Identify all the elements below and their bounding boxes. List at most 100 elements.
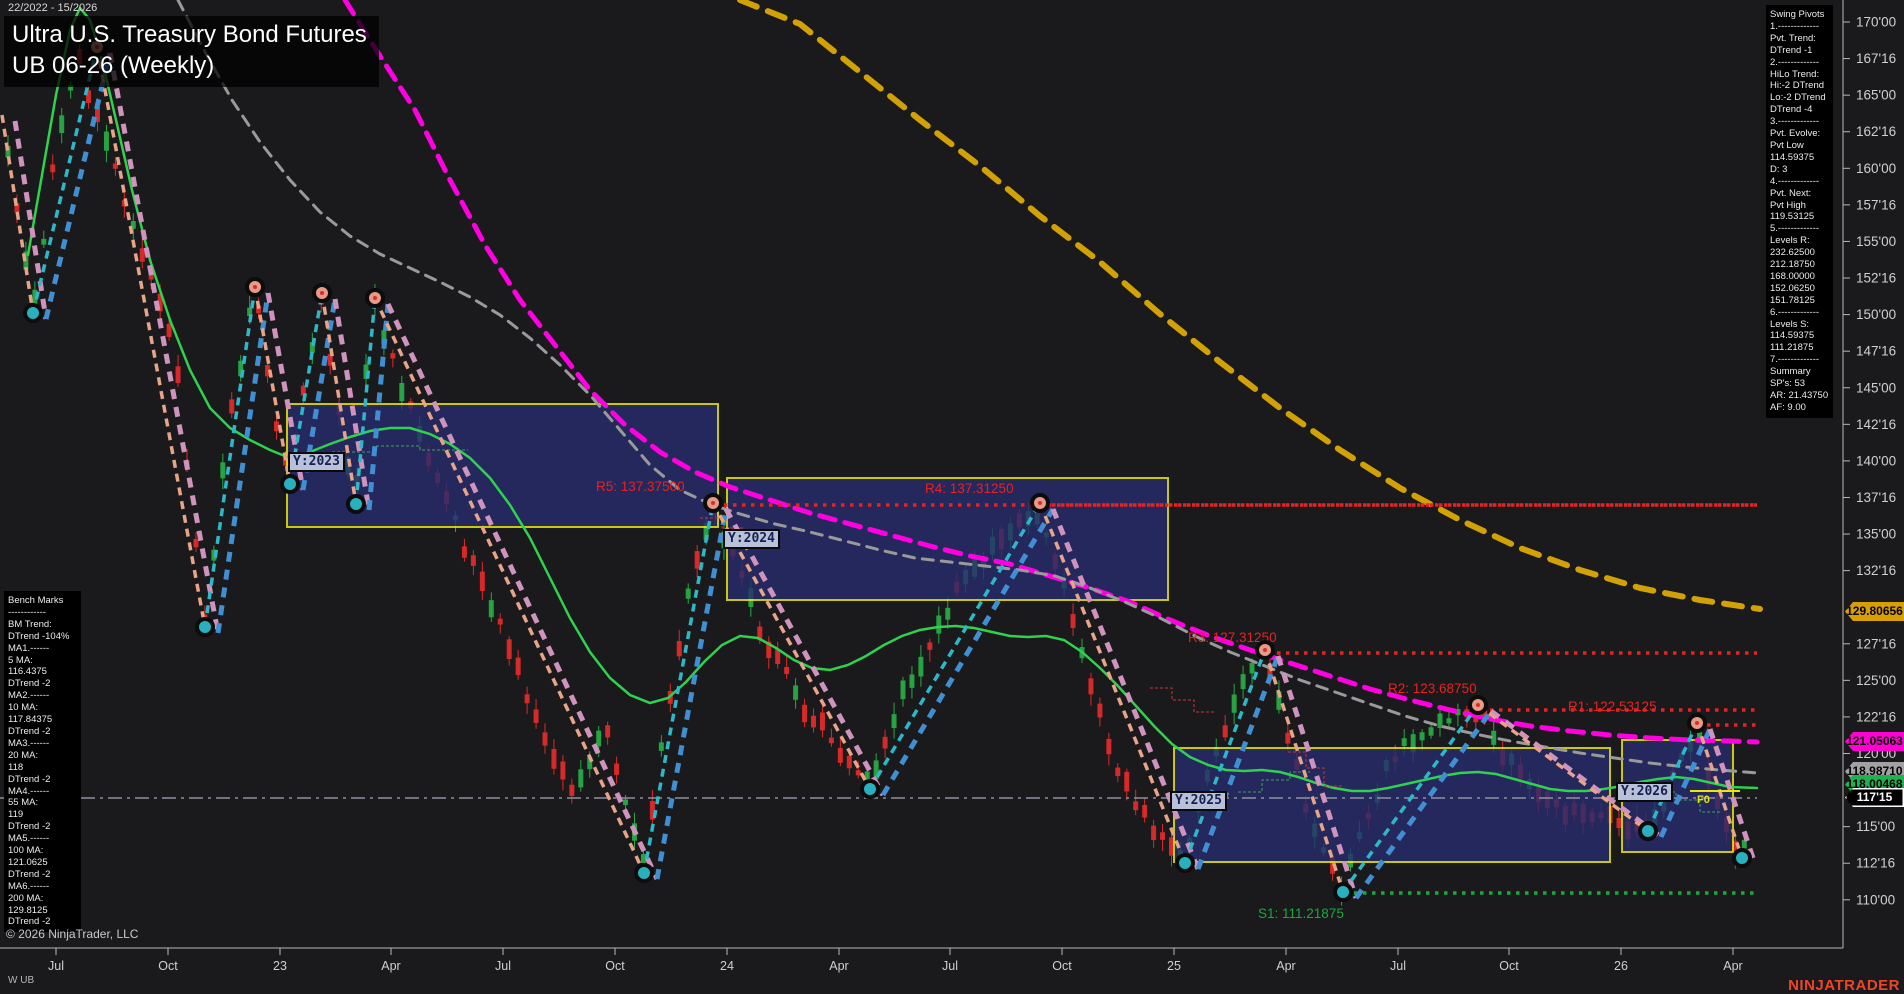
swing-low-marker bbox=[634, 863, 654, 883]
price-tick-label: 127'16 bbox=[1856, 636, 1896, 651]
swing-high-dot bbox=[1038, 501, 1042, 505]
bench-marks-line: 5 MA: bbox=[8, 654, 33, 666]
candle-body bbox=[927, 642, 933, 650]
zigzag-leg bbox=[1263, 649, 1345, 893]
candle-body bbox=[157, 293, 163, 312]
candle-body bbox=[175, 366, 181, 384]
zigzag-leg bbox=[1646, 722, 1699, 832]
candle-body bbox=[623, 799, 629, 806]
candle-body bbox=[50, 164, 56, 173]
price-tick-label: 135'00 bbox=[1856, 527, 1896, 542]
candle-body bbox=[605, 725, 611, 738]
candle-body bbox=[819, 712, 825, 731]
candle-body bbox=[828, 737, 834, 744]
date-range-label: 22/2022 - 15/2026 bbox=[8, 2, 98, 14]
candle-body bbox=[685, 588, 691, 599]
bench-marks-line: DTrend -104% bbox=[8, 630, 70, 642]
bench-marks-line: 10 MA: bbox=[8, 702, 39, 714]
zigzag-leg bbox=[354, 297, 377, 505]
candle-body bbox=[658, 742, 664, 751]
candle-body bbox=[542, 732, 548, 746]
price-tick-label: 167'16 bbox=[1856, 51, 1896, 66]
zigzag-leg bbox=[43, 52, 113, 320]
candle-body bbox=[909, 674, 915, 688]
candle-body bbox=[945, 607, 951, 620]
swing-low-marker bbox=[346, 494, 366, 514]
price-tick-label: 140'00 bbox=[1856, 453, 1896, 468]
candle-body bbox=[1491, 730, 1497, 745]
zigzag-leg bbox=[253, 286, 292, 485]
instrument-title-line2: UB 06-26 (Weekly) bbox=[12, 52, 215, 79]
swing-pivots-line: Swing Pivots bbox=[1770, 9, 1825, 20]
candle-body bbox=[515, 657, 521, 676]
candle-body bbox=[14, 203, 20, 213]
candle-body bbox=[1088, 678, 1094, 695]
year-label-tag: Y:2023 bbox=[288, 452, 345, 472]
swing-pivots-line: 2.------------- bbox=[1770, 56, 1820, 68]
swing-low-marker bbox=[280, 474, 300, 494]
swing-pivots-line: 114.59375 bbox=[1770, 151, 1815, 163]
price-tick-label: 122'16 bbox=[1856, 709, 1896, 724]
ma-line-200-MA bbox=[737, 0, 1763, 612]
level-label-R5: R5: 137.37500 bbox=[596, 479, 685, 494]
candle-body bbox=[470, 555, 476, 566]
bench-marks-line: 129.8125 bbox=[8, 904, 48, 916]
time-tick-label: Apr bbox=[381, 959, 400, 973]
swing-low-marker bbox=[23, 303, 43, 323]
price-tick-label: 155'00 bbox=[1856, 234, 1896, 249]
level-label-R1: R1: 122.53125 bbox=[1568, 699, 1657, 714]
trail-step bbox=[1238, 771, 1310, 793]
candle-body bbox=[1401, 738, 1407, 747]
candle-body bbox=[390, 353, 396, 359]
ma-line-55-MA bbox=[176, 0, 1759, 775]
candle-body bbox=[694, 551, 700, 569]
swing-pivots-line: DTrend -4 bbox=[1770, 104, 1813, 116]
candle-body bbox=[139, 248, 145, 262]
level-label-R2: R2: 123.68750 bbox=[1388, 681, 1477, 696]
candle-body bbox=[86, 90, 92, 104]
time-tick-label: Oct bbox=[1052, 959, 1072, 973]
candle-body bbox=[1437, 713, 1443, 728]
bench-marks-line: DTrend -2 bbox=[8, 725, 51, 737]
candle-body bbox=[873, 760, 879, 779]
candle-body bbox=[59, 115, 65, 134]
time-tick-label: Apr bbox=[1723, 959, 1742, 973]
swing-low-marker bbox=[1732, 848, 1752, 868]
swing-pivots-line: 6.------------- bbox=[1770, 306, 1820, 318]
swing-pivots-line: Levels R: bbox=[1770, 235, 1810, 247]
candle-body bbox=[649, 800, 655, 820]
bench-marks-line: MA6.------ bbox=[8, 880, 50, 892]
candle-body bbox=[1106, 738, 1112, 755]
candle-body bbox=[775, 649, 781, 665]
time-tick-label: Oct bbox=[605, 959, 625, 973]
zigzag-leg bbox=[385, 302, 660, 881]
candle-body bbox=[1169, 837, 1174, 856]
candle-body bbox=[1276, 691, 1282, 710]
price-tick-label: 147'16 bbox=[1856, 344, 1896, 359]
bench-marks-line: DTrend -2 bbox=[8, 678, 51, 690]
candle-body bbox=[1240, 674, 1246, 690]
swing-low-marker bbox=[195, 617, 215, 637]
swing-pivots-line: Lo:-2 DTrend bbox=[1770, 92, 1826, 104]
candle-body bbox=[1142, 804, 1148, 818]
candle-body bbox=[882, 736, 888, 749]
swing-pivots-line: 232.62500 bbox=[1770, 247, 1815, 259]
swing-pivots-line: SP's: 53 bbox=[1770, 378, 1806, 390]
candle-body bbox=[327, 354, 333, 366]
zigzag-leg bbox=[880, 507, 1056, 797]
year-label-tag: Y:2024 bbox=[723, 529, 780, 549]
candle-body bbox=[506, 639, 512, 660]
candle-body bbox=[399, 382, 405, 402]
swing-pivots-line: 119.53125 bbox=[1770, 211, 1815, 223]
zigzag-leg bbox=[1038, 502, 1187, 864]
time-tick-label: Oct bbox=[158, 959, 178, 973]
candle-body bbox=[32, 289, 38, 306]
candle-body bbox=[614, 763, 620, 775]
swing-pivots-line: Pvt Low bbox=[1770, 139, 1804, 151]
swing-high-dot bbox=[253, 285, 257, 289]
price-tick-label: 137'16 bbox=[1856, 490, 1896, 505]
instrument-title-line1: Ultra U.S. Treasury Bond Futures bbox=[12, 21, 367, 48]
candle-body bbox=[256, 305, 262, 314]
